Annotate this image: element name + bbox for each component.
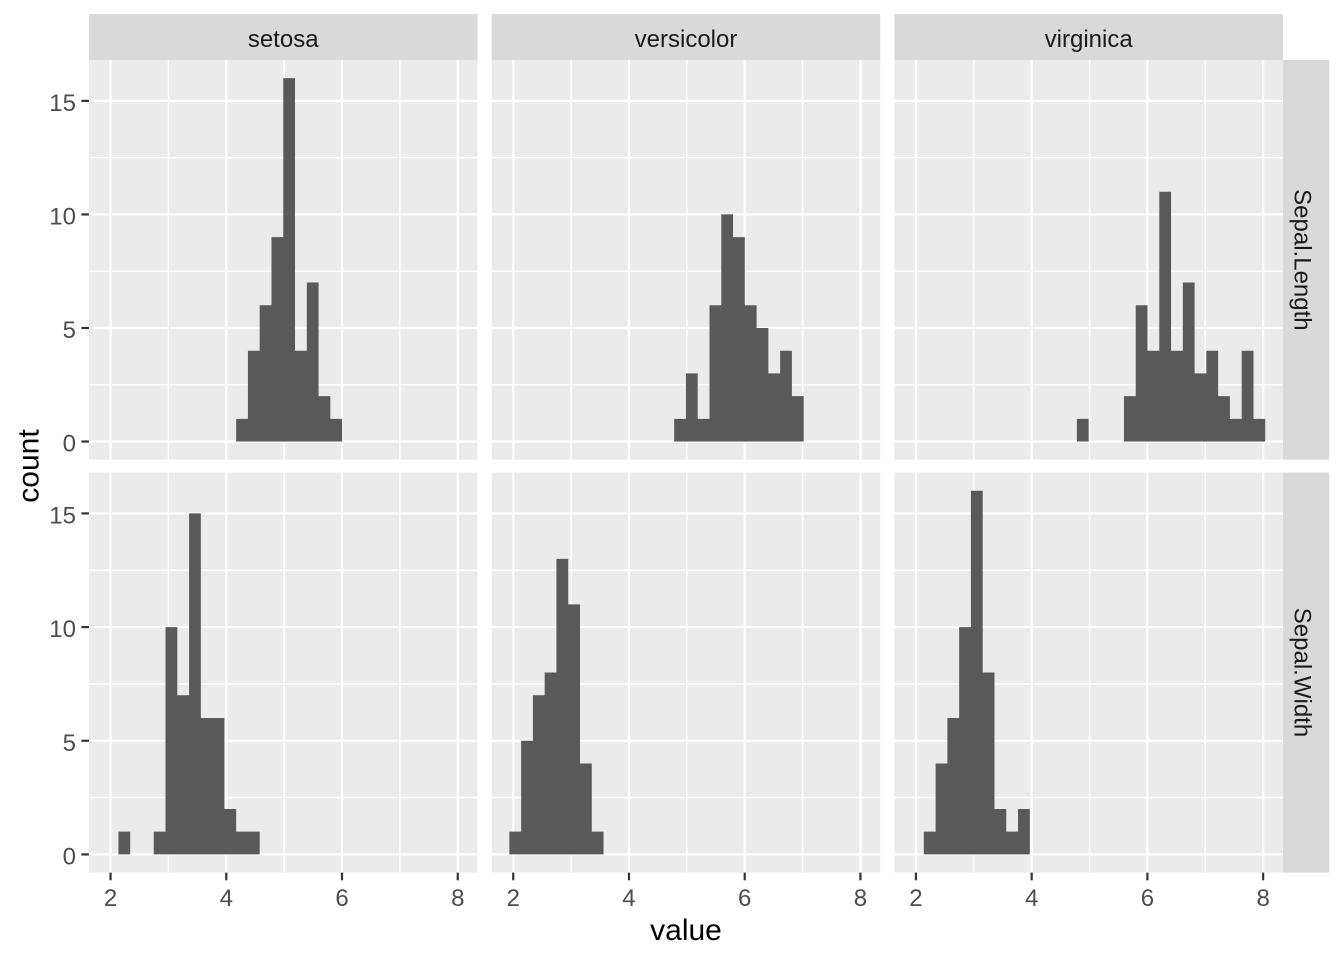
- svg-text:8: 8: [854, 885, 867, 912]
- svg-text:6: 6: [1141, 885, 1154, 912]
- svg-text:8: 8: [1256, 885, 1269, 912]
- svg-text:2: 2: [104, 885, 117, 912]
- svg-text:versicolor: versicolor: [635, 26, 738, 53]
- svg-text:4: 4: [220, 885, 233, 912]
- svg-text:15: 15: [49, 502, 76, 529]
- svg-text:2: 2: [507, 885, 520, 912]
- svg-text:0: 0: [63, 843, 76, 870]
- svg-text:15: 15: [49, 90, 76, 117]
- svg-text:count: count: [13, 429, 46, 503]
- svg-text:8: 8: [451, 885, 464, 912]
- svg-text:Sepal.Length: Sepal.Length: [1289, 189, 1316, 330]
- svg-text:virginica: virginica: [1045, 26, 1134, 53]
- svg-text:value: value: [650, 914, 722, 947]
- svg-text:5: 5: [63, 317, 76, 344]
- svg-text:4: 4: [1025, 885, 1038, 912]
- svg-text:5: 5: [63, 730, 76, 757]
- svg-text:Sepal.Width: Sepal.Width: [1289, 608, 1316, 737]
- svg-text:setosa: setosa: [248, 26, 319, 53]
- svg-text:2: 2: [909, 885, 922, 912]
- svg-text:10: 10: [49, 203, 76, 230]
- svg-text:0: 0: [63, 431, 76, 458]
- svg-text:6: 6: [738, 885, 751, 912]
- svg-text:10: 10: [49, 616, 76, 643]
- svg-text:6: 6: [335, 885, 348, 912]
- svg-text:4: 4: [622, 885, 635, 912]
